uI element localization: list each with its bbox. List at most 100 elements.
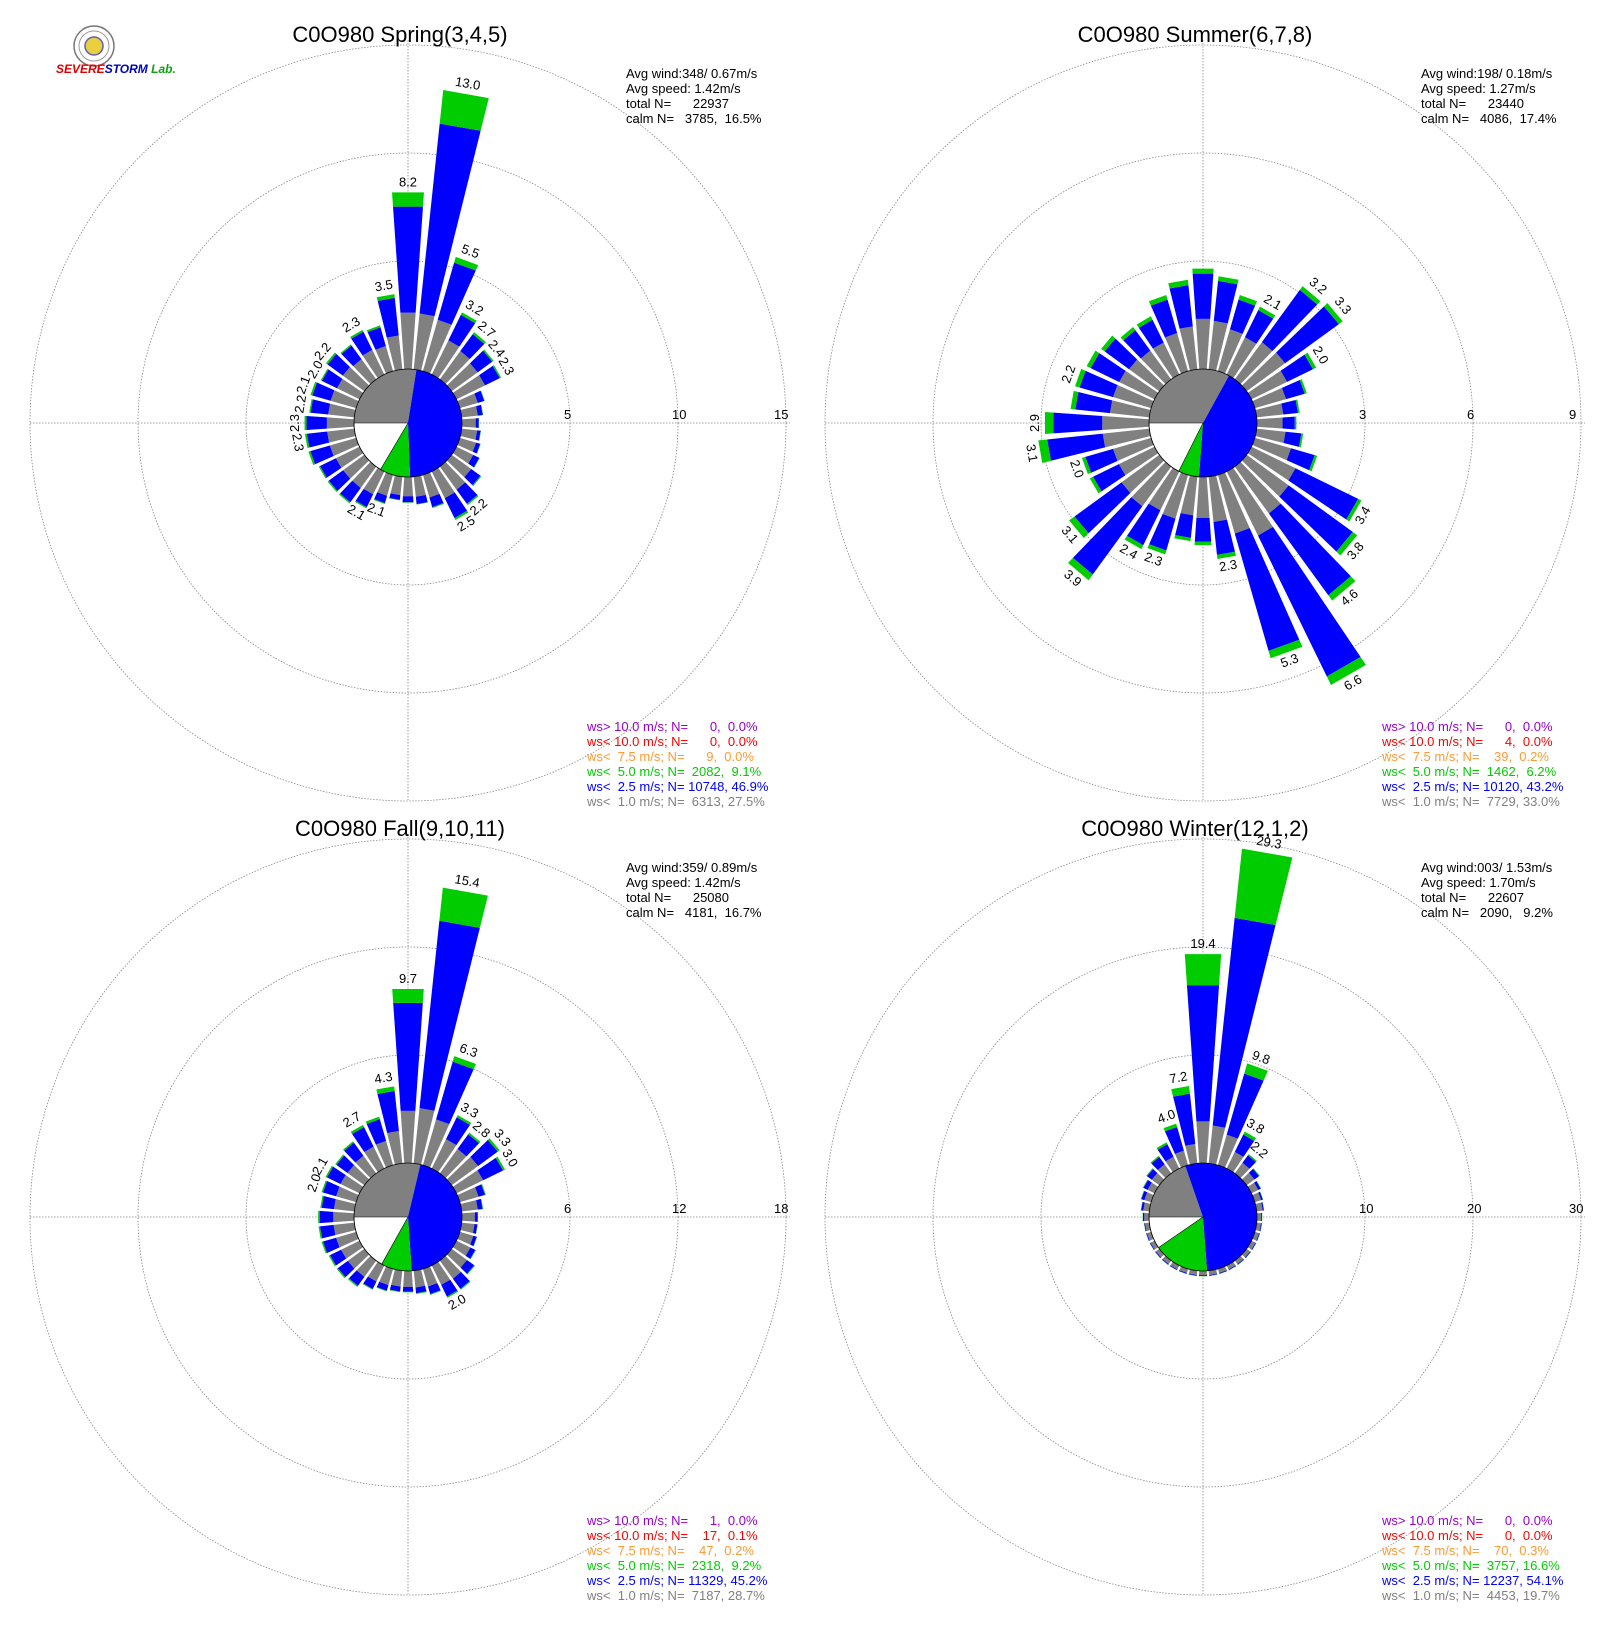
- petal-50-seg1: [470, 350, 493, 373]
- petal-100-seg1: [472, 1224, 478, 1234]
- petal-10-seg0: [413, 1108, 435, 1165]
- petal-140-seg2: [1328, 576, 1356, 601]
- petal-350-seg1: [377, 1090, 399, 1134]
- stat-line: Avg speed: 1.70m/s: [1421, 875, 1536, 890]
- petal-label-350: 7.2: [1168, 1068, 1188, 1086]
- petal-330-seg0: [364, 1146, 385, 1173]
- seal-icon: [73, 25, 115, 67]
- petal-270-seg0: [1102, 416, 1150, 430]
- petal-110-seg1: [470, 1235, 477, 1247]
- petal-280-seg2: [309, 399, 313, 413]
- petal-240-seg2: [1089, 476, 1102, 494]
- petal-330-seg0: [362, 349, 385, 379]
- petal-260-seg2: [318, 1226, 323, 1239]
- petal-180-seg2: [402, 502, 414, 503]
- petal-0-seg2: [1192, 268, 1214, 274]
- petal-160-seg1: [1219, 1270, 1228, 1274]
- petal-110-seg2: [1309, 455, 1318, 472]
- petal-310-seg2: [1146, 1168, 1154, 1177]
- petal-130-seg2: [466, 1265, 475, 1275]
- petal-340-seg1: [366, 1119, 387, 1145]
- petal-label-270: 2.3: [287, 414, 302, 432]
- stat-line: calm N= 4086, 17.4%: [1421, 111, 1557, 126]
- petal-90-seg1: [474, 1212, 478, 1222]
- chart-title: C0O980 Summer(6,7,8): [1078, 22, 1313, 47]
- petal-0-seg1: [393, 206, 423, 313]
- petal-160-seg1: [429, 493, 444, 508]
- petal-70-seg1: [1258, 1191, 1263, 1201]
- petal-label-0: 19.4: [1190, 936, 1215, 951]
- petal-90-seg0: [1256, 1212, 1262, 1222]
- petal-0-seg2: [1184, 954, 1222, 986]
- petal-20-seg0: [1217, 329, 1243, 374]
- calm-pie-lt1: [354, 1163, 421, 1217]
- petal-label-290: 2.1: [293, 374, 313, 396]
- ring-label: 12: [672, 1201, 686, 1216]
- petal-210-seg1: [363, 1276, 377, 1290]
- petal-50-seg1: [470, 1139, 498, 1167]
- legend-entry: ws< 5.0 m/s; N= 2082, 9.1%: [586, 764, 762, 779]
- petal-10-seg0: [413, 313, 435, 371]
- petal-250-seg0: [336, 1231, 359, 1248]
- petal-240-seg1: [1149, 1242, 1155, 1251]
- petal-250-seg1: [1146, 1233, 1150, 1242]
- legend-entry: ws> 10.0 m/s; N= 0, 0.0%: [586, 719, 758, 734]
- petal-200-seg1: [1178, 1270, 1187, 1274]
- petal-230-seg1: [1155, 1251, 1162, 1259]
- petal-320-seg0: [355, 1155, 377, 1179]
- petal-130-seg1: [460, 1259, 475, 1274]
- petal-130-seg2: [1336, 532, 1358, 556]
- petal-230-seg0: [347, 1248, 370, 1269]
- petal-340-seg0: [375, 1140, 394, 1168]
- petal-300-seg1: [326, 1166, 346, 1185]
- petal-320-seg0: [353, 359, 377, 385]
- petal-20-seg1: [1226, 1073, 1264, 1139]
- petal-110-seg0: [1252, 437, 1292, 461]
- petal-220-seg1: [339, 480, 361, 503]
- legend-entry: ws< 5.0 m/s; N= 2318, 9.2%: [586, 1558, 762, 1573]
- petal-90-seg1: [1261, 1212, 1263, 1222]
- petal-90-seg0: [461, 418, 476, 428]
- petal-50-seg2: [483, 349, 494, 362]
- calm-circle: [353, 1162, 463, 1272]
- petal-200-seg0: [379, 1266, 394, 1286]
- petal-100-seg2: [1260, 1223, 1263, 1232]
- petal-330-seg0: [1165, 1156, 1180, 1173]
- petal-230-seg2: [336, 1268, 346, 1279]
- petal-20-seg1: [1229, 299, 1256, 334]
- petal-180-seg1: [402, 1286, 414, 1292]
- petal-260-seg2: [1038, 439, 1051, 463]
- stat-line: calm N= 3785, 16.5%: [626, 111, 762, 126]
- legend-entry: ws> 10.0 m/s; N= 0, 0.0%: [1381, 1513, 1553, 1528]
- petal-190-seg1: [389, 493, 401, 500]
- stat-line: Avg speed: 1.42m/s: [626, 875, 741, 890]
- ring-label: 20: [1467, 1201, 1481, 1216]
- petal-70-seg2: [1299, 379, 1307, 394]
- petal-200-seg0: [1162, 472, 1189, 519]
- petal-100-seg0: [460, 428, 478, 440]
- petal-20-seg1: [436, 1061, 474, 1125]
- petal-130-seg1: [464, 469, 481, 486]
- calm-pie-lt5: [1158, 1217, 1208, 1271]
- petal-310-seg0: [1129, 359, 1165, 392]
- legend-entry: ws< 10.0 m/s; N= 17, 0.1%: [586, 1528, 758, 1543]
- petal-130-seg1: [1279, 485, 1353, 552]
- petal-320-seg0: [1140, 350, 1172, 385]
- petal-140-seg1: [1237, 1258, 1245, 1265]
- petal-0-seg0: [1195, 318, 1211, 370]
- petal-290-seg1: [1079, 370, 1118, 398]
- petal-330-seg2: [350, 1124, 365, 1134]
- petal-0-seg0: [400, 312, 416, 370]
- petal-250-seg2: [1081, 456, 1092, 475]
- petal-340-seg0: [1164, 333, 1189, 374]
- petal-80-seg1: [1261, 1202, 1264, 1211]
- petal-210-seg0: [1170, 1261, 1180, 1270]
- petal-310-seg1: [1147, 1168, 1158, 1180]
- petal-330-seg1: [351, 331, 373, 356]
- petal-250-seg2: [308, 451, 316, 466]
- petal-250-seg2: [321, 1241, 328, 1254]
- petal-10-seg0: [1208, 320, 1228, 371]
- ring-label: 10: [672, 407, 686, 422]
- petal-170-seg2: [416, 1291, 427, 1294]
